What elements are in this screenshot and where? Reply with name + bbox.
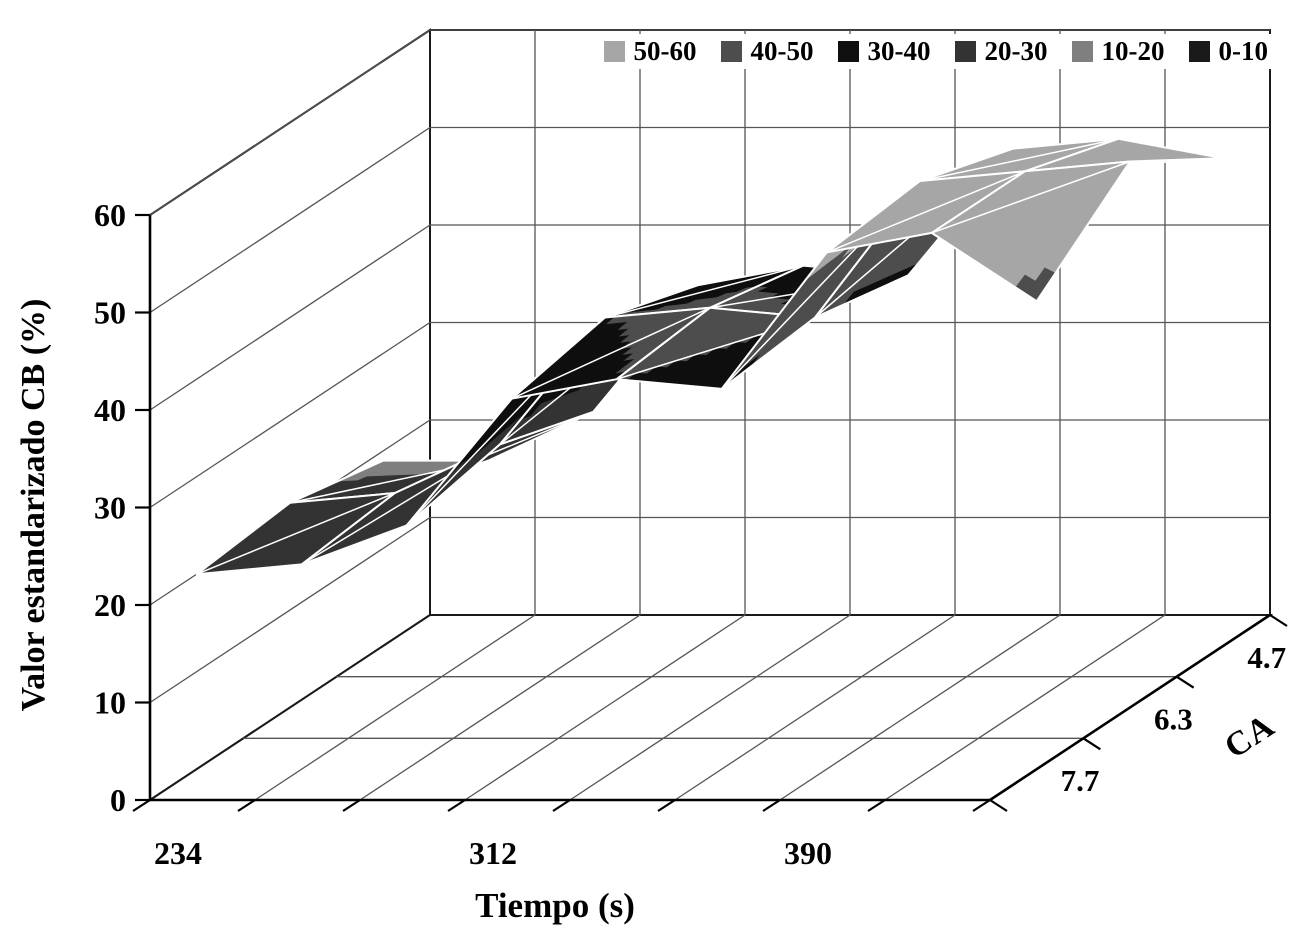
legend-swatch-50-60	[603, 41, 625, 62]
legend-item: 30-40	[837, 36, 931, 67]
x-axis-tick-label: 312	[469, 835, 517, 871]
legend-item: 40-50	[720, 36, 814, 67]
legend-item: 50-60	[603, 36, 697, 67]
z-axis-tick-label: 7.7	[1061, 763, 1100, 798]
z-axis-line	[989, 613, 1271, 802]
y-axis-tick-label: 50	[94, 295, 126, 331]
y-axis-tick-label: 20	[94, 587, 126, 623]
y-axis-tick-label: 0	[110, 782, 126, 818]
legend-swatch-10-20	[1071, 41, 1093, 62]
y-axis-title: Valor estandarizado CB (%)	[15, 298, 52, 712]
legend-item: 20-30	[954, 36, 1048, 67]
x-axis-title: Tiempo (s)	[475, 886, 635, 925]
x-axis-tick-label: 390	[784, 835, 832, 871]
chart-gridlines	[149, 29, 1270, 801]
legend: 50-60 40-50 30-40 20-30 10-20 0-10	[597, 34, 1274, 69]
x-axis-tick-label: 234	[154, 835, 202, 871]
y-axis-tick-label: 60	[94, 197, 126, 233]
legend-label: 0-10	[1218, 36, 1269, 66]
legend-item: 10-20	[1071, 36, 1165, 67]
y-axis-tick-label: 10	[94, 685, 126, 721]
axis-tick-labels: 0 10 20 30 40 50 60 234 312 390 7.7 6.3 4.7	[94, 197, 1286, 871]
z-axis-tick-label: 4.7	[1247, 640, 1286, 675]
legend-label: 20-30	[984, 36, 1048, 66]
legend-label: 50-60	[633, 36, 697, 66]
y-axis-tick-label: 30	[94, 490, 126, 526]
z-axis-tick-label: 6.3	[1154, 702, 1193, 737]
legend-swatch-20-30	[954, 41, 976, 62]
legend-swatch-40-50	[720, 41, 742, 62]
legend-item: 0-10	[1188, 36, 1269, 67]
surface-mesh	[195, 137, 1225, 576]
legend-label: 10-20	[1101, 36, 1165, 66]
legend-swatch-30-40	[837, 41, 859, 62]
legend-label: 40-50	[750, 36, 814, 66]
legend-label: 30-40	[867, 36, 931, 66]
y-axis-tick-label: 40	[94, 392, 126, 428]
chart-axes	[132, 213, 1288, 812]
legend-swatch-0-10	[1188, 41, 1210, 62]
